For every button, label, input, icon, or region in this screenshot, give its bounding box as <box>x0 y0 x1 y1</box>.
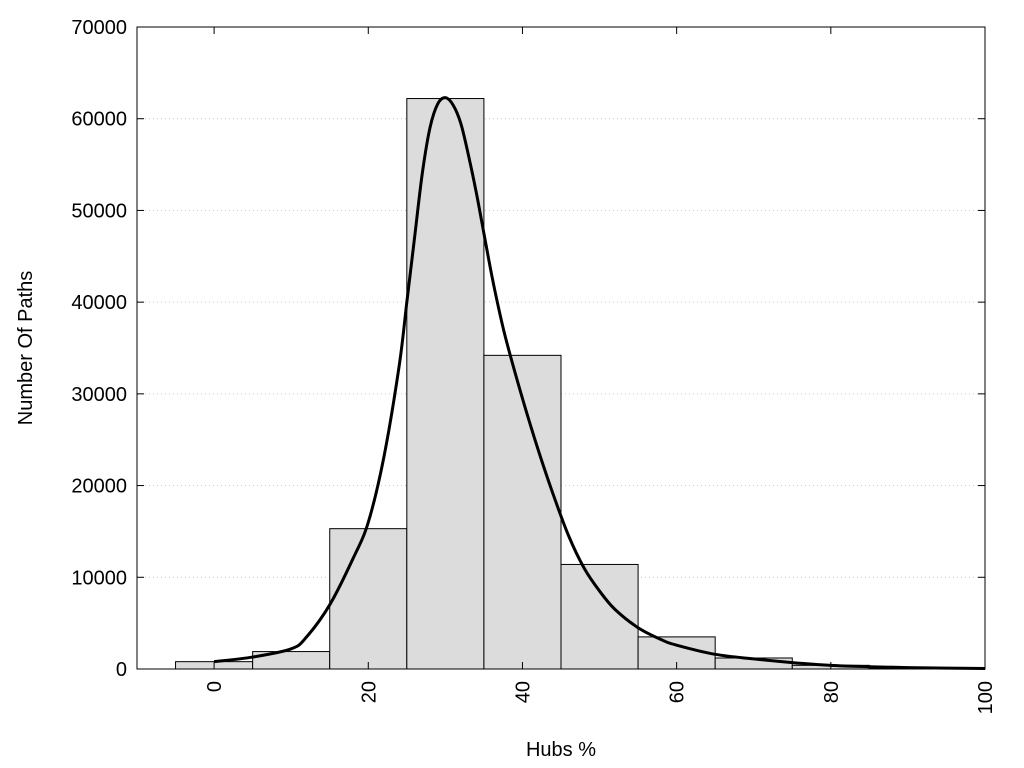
y-tick-label: 20000 <box>71 476 127 498</box>
histogram-bar <box>406 98 485 670</box>
y-tick-label: 0 <box>116 659 127 681</box>
tick-labels: 0 10000 20000 30000 40000 50000 60000 70000 0 20 4… <box>71 17 997 714</box>
x-tick-label: 80 <box>821 681 843 703</box>
y-axis-title: Number Of Paths <box>15 271 37 426</box>
histogram-bars <box>175 98 986 670</box>
density-curve-layer <box>213 96 986 671</box>
y-tick-label: 60000 <box>71 109 127 131</box>
x-tick-label: 20 <box>358 681 380 703</box>
x-tick-label: 100 <box>975 681 997 714</box>
y-tick-label: 70000 <box>71 17 127 39</box>
y-tick-label: 50000 <box>71 200 127 222</box>
axis-ticks <box>137 26 986 670</box>
x-axis-title: Hubs % <box>526 739 596 761</box>
y-tick-label: 40000 <box>71 292 127 314</box>
y-tick-label: 10000 <box>71 567 127 589</box>
x-tick-label: 0 <box>204 681 226 692</box>
x-tick-label: 60 <box>667 681 689 703</box>
y-tick-label: 30000 <box>71 384 127 406</box>
x-tick-label: 40 <box>512 681 534 703</box>
histogram-bar <box>329 528 408 670</box>
plot-frame <box>136 26 986 670</box>
histogram-bar <box>560 563 639 670</box>
density-curve <box>213 96 986 671</box>
